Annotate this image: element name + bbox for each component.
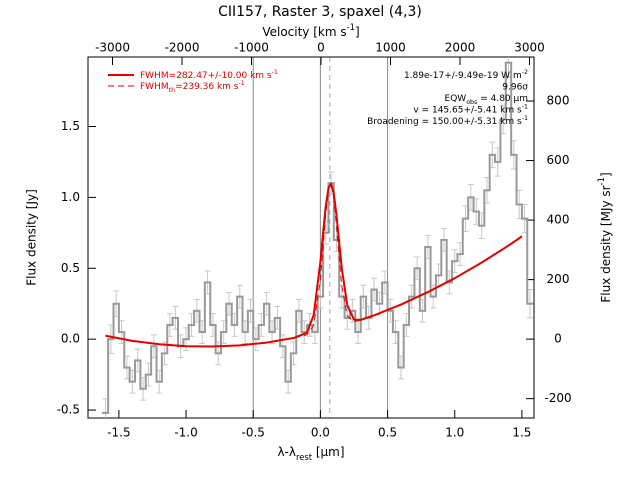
annotation: v = 145.65+/-5.41 km s-1	[413, 103, 528, 115]
y-tick-label: -0.5	[57, 403, 80, 417]
y2-axis-label-part: ]	[599, 172, 613, 177]
x2-tick-label: -2000	[165, 41, 200, 55]
x2-axis-label-part: Velocity [km s	[262, 25, 346, 39]
annotation: 1.89e-17+/-9.49e-19 W m-2	[404, 69, 528, 81]
y-tick-label: 1.5	[61, 119, 80, 133]
x-axis-label: λ-λrest [μm]	[277, 445, 344, 462]
x2-tick-label: 3000	[514, 41, 545, 55]
y2-tick-label: 200	[547, 272, 570, 286]
x2-axis-label-part: ]	[355, 25, 360, 39]
y2-tick-label: 400	[547, 213, 570, 227]
annotation-part: Broadening = 150.00+/-5.31 km s	[367, 117, 522, 127]
plot-frame	[87, 56, 535, 419]
x2-tick-label: -1000	[234, 41, 269, 55]
x2-axis-label: Velocity [km s-1]	[262, 22, 359, 39]
annotation: 9.96σ	[502, 82, 528, 92]
x2-axis-label-part: -1	[347, 22, 355, 32]
x-axis-label-part: λ-λ	[277, 445, 296, 459]
annotation-part: 1.89e-17+/-9.49e-19 W m	[404, 71, 522, 81]
legend-label: FWHMth=239.36 km s-1	[140, 80, 245, 94]
x2-tick-label: 1000	[375, 41, 406, 55]
y-axis-label: Flux density [Jy]	[25, 189, 39, 286]
y2-tick-label: -200	[544, 391, 571, 405]
x-tick-label: -0.5	[242, 426, 265, 440]
x2-tick-label: -3000	[95, 41, 130, 55]
x-tick-label: 0.0	[311, 426, 330, 440]
x-tick-label: 1.0	[445, 426, 464, 440]
plot-area	[101, 57, 534, 418]
legend-label: FWHM=282.47+/-10.00 km s-1	[140, 69, 278, 81]
y2-axis-label-part: Flux density [MJy sr	[599, 185, 613, 302]
chart-title: CII157, Raster 3, spaxel (4,3)	[218, 4, 422, 20]
x-tick-label: 1.5	[512, 426, 531, 440]
annotation-part: EQW	[445, 94, 467, 104]
x2-tick-label: 0	[317, 41, 325, 55]
x-axis-label-part: [μm]	[312, 445, 345, 459]
x2-tick-label: 2000	[445, 41, 476, 55]
y-tick-label: 0.0	[61, 332, 80, 346]
x-tick-label: 0.5	[378, 426, 397, 440]
legend-label-part: FWHM	[140, 82, 169, 92]
annotation-part: -2	[522, 69, 528, 76]
annotation-part: -1	[522, 115, 528, 122]
y2-axis-label-part: -1	[596, 177, 606, 185]
legend-label-part: =239.36 km s	[175, 82, 239, 92]
annotation-part: -1	[522, 103, 528, 110]
y-tick-label: 1.0	[61, 190, 80, 204]
x-tick-label: -1.0	[174, 426, 197, 440]
annotation-part: 9.96σ	[502, 82, 528, 92]
legend-label-part: FWHM=282.47+/-10.00 km s	[140, 71, 272, 81]
annotation-part: obs	[466, 99, 477, 106]
y2-axis-label: Flux density [MJy sr-1]	[596, 172, 613, 302]
fit-line	[105, 182, 523, 348]
legend-label-part: -1	[239, 80, 245, 87]
x-axis-label-part: rest	[296, 452, 313, 462]
legend-label-part: -1	[272, 69, 278, 76]
annotation: Broadening = 150.00+/-5.31 km s-1	[367, 115, 528, 127]
y-tick-label: 0.5	[61, 261, 80, 275]
y2-tick-label: 800	[547, 94, 570, 108]
annotation-part: v = 145.65+/-5.41 km s	[413, 105, 522, 115]
y2-tick-label: 0	[554, 332, 562, 346]
x-tick-label: -1.5	[107, 426, 130, 440]
y2-tick-label: 600	[547, 153, 570, 167]
annotation: EQWobs = 4.80 μm	[445, 94, 528, 106]
legend-label-part: th	[169, 87, 175, 94]
annotation-part: = 4.80 μm	[477, 94, 528, 104]
